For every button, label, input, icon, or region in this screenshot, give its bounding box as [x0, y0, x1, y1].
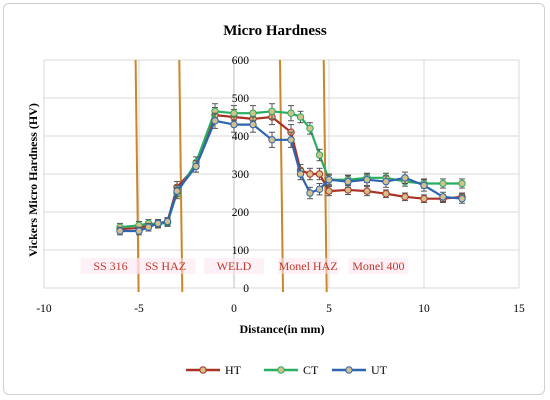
region-boundary-line [178, 59, 184, 293]
data-point [401, 174, 409, 182]
data-point [420, 195, 428, 203]
data-point [192, 162, 200, 171]
y-tick-label: 200 [232, 207, 250, 219]
data-point [173, 187, 181, 195]
x-tick-label: -5 [134, 303, 144, 315]
data-point [268, 107, 276, 116]
y-tick-label: 500 [232, 93, 250, 105]
data-point [363, 187, 371, 195]
x-tick-label: 0 [231, 303, 237, 315]
data-point [439, 179, 447, 188]
region-boundaries [134, 59, 328, 293]
data-point [154, 219, 162, 228]
data-point [296, 170, 305, 178]
data-point [287, 109, 295, 117]
region-label: SS HAZ [145, 259, 186, 273]
data-point [306, 170, 314, 178]
data-point [296, 113, 305, 121]
data-point [306, 124, 314, 133]
data-point [211, 117, 219, 125]
data-point [135, 227, 143, 235]
region-label-highlight [348, 258, 409, 274]
data-point [144, 223, 153, 231]
x-tick-label: 15 [513, 303, 525, 315]
data-point [249, 120, 257, 129]
legend-swatch-marker [199, 366, 207, 374]
data-point [315, 170, 324, 178]
data-point [325, 187, 333, 195]
gridlines [43, 59, 520, 289]
x-tick-label: 10 [418, 303, 430, 315]
chart-title: Micro Hardness [223, 23, 327, 39]
data-point [230, 120, 238, 129]
data-point [163, 217, 172, 226]
data-point [306, 189, 314, 197]
region-label: Monel HAZ [279, 259, 338, 273]
region-label: SS 316 [93, 259, 127, 273]
series-ut [116, 112, 466, 236]
region-label: Monel 400 [352, 259, 404, 273]
region-label-highlight [204, 258, 264, 274]
data-point [382, 190, 390, 198]
legend-label: UT [371, 363, 388, 377]
y-tick-label: 0 [243, 283, 249, 295]
data-point [315, 151, 324, 159]
data-point [325, 176, 333, 184]
data-point [230, 109, 238, 117]
data-point [420, 181, 428, 190]
data-point [439, 193, 447, 201]
data-series [116, 103, 466, 236]
tick-labels: 0 100 200 300 400 500 600 -10 -5 0 5 10 15 [36, 55, 525, 315]
region-boundary-line [134, 59, 140, 293]
legend: HT CT UT [186, 363, 388, 377]
legend-swatch-marker [277, 366, 285, 374]
y-tick-label: 600 [232, 55, 250, 67]
legend-label: HT [225, 363, 242, 377]
y-tick-label: 100 [232, 245, 250, 257]
region-labels: SS 316 SS HAZ WELD Monel HAZ Monel 400 [80, 258, 409, 274]
y-axis-label: Vickers Micro Hardness (HV) [26, 103, 40, 257]
y-tick-label: 300 [232, 169, 250, 181]
region-label-highlight [80, 258, 141, 274]
x-axis-label: Distance(in mm) [240, 322, 325, 336]
data-point [458, 195, 466, 203]
y-tick-label: 400 [232, 131, 250, 143]
data-point [344, 177, 352, 186]
data-point [458, 179, 466, 188]
data-point [401, 193, 409, 201]
legend-label: CT [303, 363, 319, 377]
data-point [249, 109, 257, 117]
x-tick-label: 5 [326, 303, 332, 315]
region-label-highlight [135, 258, 196, 274]
legend-swatch-marker [345, 366, 353, 374]
region-label-highlight [278, 258, 339, 274]
region-label: WELD [217, 259, 252, 273]
data-point [287, 136, 295, 144]
data-point [268, 136, 276, 144]
region-boundary-line [322, 59, 328, 293]
region-boundary-line [279, 59, 284, 293]
data-point [382, 177, 390, 186]
data-point [363, 176, 371, 184]
data-point [315, 185, 324, 193]
x-tick-label: -10 [36, 303, 52, 315]
data-point [116, 227, 124, 235]
